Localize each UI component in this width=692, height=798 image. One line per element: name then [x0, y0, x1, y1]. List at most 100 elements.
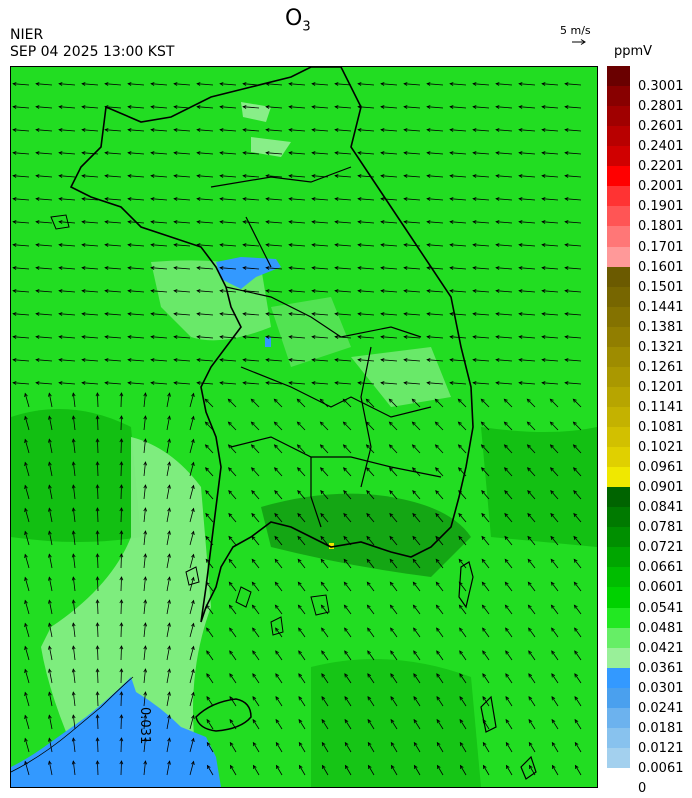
wind-vector: [366, 559, 375, 569]
wind-vector: [205, 421, 214, 431]
wind-vector-head: [196, 82, 201, 86]
wind-vector: [389, 582, 398, 592]
wind-vector-head: [205, 604, 210, 609]
wind-vector: [189, 623, 194, 638]
wind-vector: [320, 421, 329, 431]
wind-vector: [82, 290, 99, 293]
wind-vector: [251, 398, 260, 408]
wind-vector: [128, 83, 145, 86]
wind-vector: [266, 290, 283, 293]
wind-vector-head: [24, 553, 28, 559]
wind-vector-head: [143, 553, 148, 558]
wind-vector: [413, 604, 421, 615]
wind-vector-head: [435, 512, 440, 518]
wind-vector: [504, 490, 513, 500]
wind-vector-head: [334, 243, 339, 247]
wind-vector-head: [104, 197, 109, 201]
wind-vector: [13, 382, 30, 385]
wind-vector-head: [403, 174, 408, 178]
wind-vector: [459, 673, 467, 684]
wind-vector: [450, 175, 467, 178]
wind-vector-head: [71, 392, 76, 397]
wind-vector-head: [95, 415, 100, 420]
wind-vector-head: [273, 467, 279, 472]
wind-vector: [266, 382, 283, 385]
wind-vector: [24, 393, 30, 408]
wind-vector-head: [541, 335, 546, 339]
wind-vector: [358, 244, 375, 247]
wind-vector: [24, 761, 30, 776]
wind-vector-head: [459, 650, 463, 655]
wind-vector-head: [274, 512, 279, 518]
wind-vector-head: [104, 105, 109, 109]
colorbar-tick-label: 0.0241: [638, 700, 684, 716]
wind-vector: [197, 359, 214, 362]
wind-vector: [551, 604, 559, 615]
wind-vector: [274, 444, 283, 454]
wind-vector-head: [24, 645, 28, 651]
wind-vector: [48, 761, 53, 776]
wind-vector: [550, 467, 559, 477]
wind-vector-head: [472, 220, 477, 224]
wind-vector: [220, 198, 237, 201]
wind-vector-head: [127, 174, 132, 178]
wind-vector-head: [229, 741, 234, 747]
wind-vector: [496, 129, 513, 132]
wind-vector-head: [143, 415, 148, 420]
wind-vector: [496, 175, 513, 178]
wind-vector-head: [459, 696, 464, 701]
wind-vector: [412, 559, 421, 569]
wind-vector: [252, 719, 260, 730]
wind-vector: [358, 106, 375, 109]
wind-vector-head: [298, 673, 303, 678]
wind-vector: [206, 696, 214, 707]
wind-vector-head: [24, 507, 28, 513]
wind-vector: [436, 696, 444, 707]
wind-vector: [550, 536, 559, 546]
wind-vector: [24, 531, 30, 546]
wind-vector-head: [320, 490, 325, 495]
wind-vector-head: [551, 718, 556, 724]
wind-vector-head: [242, 381, 247, 385]
wind-vector: [390, 673, 398, 684]
wind-vector-head: [275, 650, 279, 655]
wind-vector-head: [480, 444, 485, 449]
wind-vector: [496, 290, 513, 293]
wind-vector: [389, 421, 398, 431]
wind-vector: [274, 398, 283, 408]
wind-vector-head: [24, 737, 28, 743]
wind-vector: [574, 627, 582, 638]
wind-vector: [128, 267, 145, 270]
wind-vector-head: [288, 266, 293, 270]
wind-vector-head: [81, 289, 86, 293]
wind-vector: [228, 421, 237, 431]
wind-vector: [390, 604, 398, 615]
wind-vector: [505, 650, 513, 661]
wind-vector-head: [518, 243, 523, 247]
wind-vector: [143, 623, 146, 638]
wind-vector: [519, 129, 536, 132]
wind-vector: [344, 650, 352, 661]
wind-vector-head: [449, 289, 454, 293]
wind-vector-head: [436, 764, 441, 770]
wind-vector: [322, 765, 329, 776]
wind-vector-head: [219, 151, 224, 155]
wind-vector-head: [334, 335, 339, 339]
wind-vector: [335, 175, 352, 178]
colorbar-segment: [607, 246, 630, 268]
wind-vector-head: [526, 421, 531, 426]
wind-vector: [390, 650, 398, 661]
wind-vector-head: [550, 512, 555, 518]
wind-vector: [151, 83, 168, 86]
wind-vector: [97, 507, 99, 523]
wind-vector: [274, 421, 283, 431]
wind-vector: [120, 392, 122, 408]
wind-vector: [59, 83, 76, 86]
wind-vector: [320, 582, 329, 592]
wind-vector-head: [150, 82, 155, 86]
wind-vector-head: [150, 312, 155, 316]
wind-vector-head: [504, 581, 509, 586]
wind-vector-head: [167, 484, 171, 489]
wind-vector-head: [242, 243, 247, 247]
wind-vector-head: [81, 151, 86, 155]
